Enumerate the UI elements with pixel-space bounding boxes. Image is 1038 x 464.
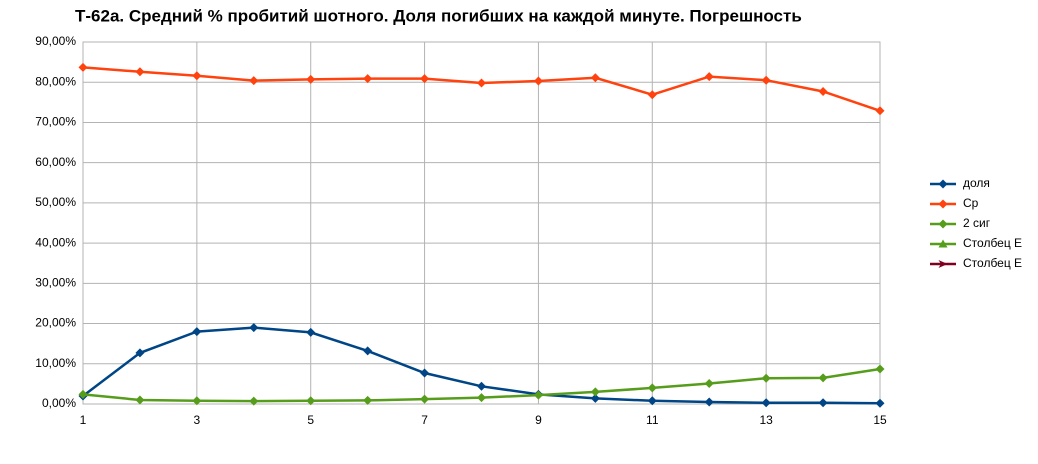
- y-tick-label: 30,00%: [35, 276, 76, 290]
- y-tick-label: 10,00%: [35, 356, 76, 370]
- x-tick-label: 7: [421, 413, 428, 427]
- legend-label: Ср: [963, 196, 979, 210]
- legend-marker: [938, 219, 948, 229]
- data-point: [306, 396, 316, 406]
- y-tick-label: 40,00%: [35, 235, 76, 249]
- legend-marker: [938, 260, 948, 268]
- data-point: [78, 389, 88, 399]
- y-tick-label: 90,00%: [35, 34, 76, 48]
- data-point: [363, 74, 373, 84]
- y-tick-label: 20,00%: [35, 316, 76, 330]
- series-line: [82, 326, 881, 405]
- data-point: [875, 364, 885, 374]
- x-tick-label: 1: [80, 413, 87, 427]
- data-point: [704, 397, 714, 407]
- x-tick-label: 15: [873, 413, 887, 427]
- data-point: [704, 378, 714, 388]
- data-point: [363, 346, 373, 356]
- x-tick-label: 5: [307, 413, 314, 427]
- legend-label: Столбец E: [963, 236, 1022, 250]
- legend-marker: [938, 239, 948, 248]
- data-point: [704, 72, 714, 82]
- y-tick-label: 0,00%: [42, 396, 76, 410]
- data-point: [420, 368, 430, 378]
- data-point: [818, 373, 828, 383]
- data-point: [818, 398, 828, 408]
- data-point: [533, 390, 543, 400]
- data-point: [249, 323, 259, 333]
- data-point: [647, 383, 657, 393]
- chart-title: Т-62а. Средний % пробитий шотного. Доля …: [75, 6, 802, 25]
- y-tick-label: 70,00%: [35, 115, 76, 129]
- data-point: [477, 78, 486, 88]
- x-tick-label: 3: [194, 413, 201, 427]
- y-tick-label: 50,00%: [35, 195, 76, 209]
- data-point: [533, 76, 543, 86]
- data-point: [135, 67, 145, 77]
- x-tick-label: 13: [759, 413, 773, 427]
- data-point: [590, 387, 600, 397]
- data-point: [249, 76, 259, 86]
- data-point: [761, 75, 771, 85]
- data-point: [135, 348, 145, 358]
- data-point: [590, 73, 600, 83]
- x-tick-label: 9: [535, 413, 542, 427]
- data-point: [647, 396, 657, 406]
- data-point: [647, 90, 657, 100]
- data-point: [363, 395, 373, 405]
- data-point: [420, 394, 430, 404]
- series-line: [82, 66, 881, 112]
- data-point: [249, 396, 259, 406]
- data-point: [477, 393, 486, 403]
- x-tick-label: 11: [646, 413, 659, 427]
- data-point: [192, 396, 202, 406]
- data-point: [477, 381, 486, 391]
- data-point: [590, 393, 600, 403]
- y-tick-label: 60,00%: [35, 155, 76, 169]
- data-point: [761, 373, 771, 383]
- data-point: [192, 71, 202, 81]
- legend-label: Столбец E: [963, 256, 1022, 270]
- data-point: [192, 327, 202, 337]
- data-point: [761, 398, 771, 408]
- plot-border: [82, 41, 881, 405]
- data-point: [135, 395, 145, 405]
- data-point: [306, 74, 316, 84]
- legend-marker: [938, 199, 948, 209]
- legend-label: доля: [963, 176, 990, 190]
- data-point: [306, 327, 316, 337]
- data-point: [818, 86, 828, 96]
- legend-label: 2 сиг: [963, 216, 991, 230]
- data-point: [875, 106, 885, 116]
- legend-marker: [938, 179, 948, 189]
- data-point: [420, 74, 430, 84]
- y-tick-label: 80,00%: [35, 74, 76, 88]
- data-point: [875, 398, 885, 408]
- data-point: [78, 62, 88, 72]
